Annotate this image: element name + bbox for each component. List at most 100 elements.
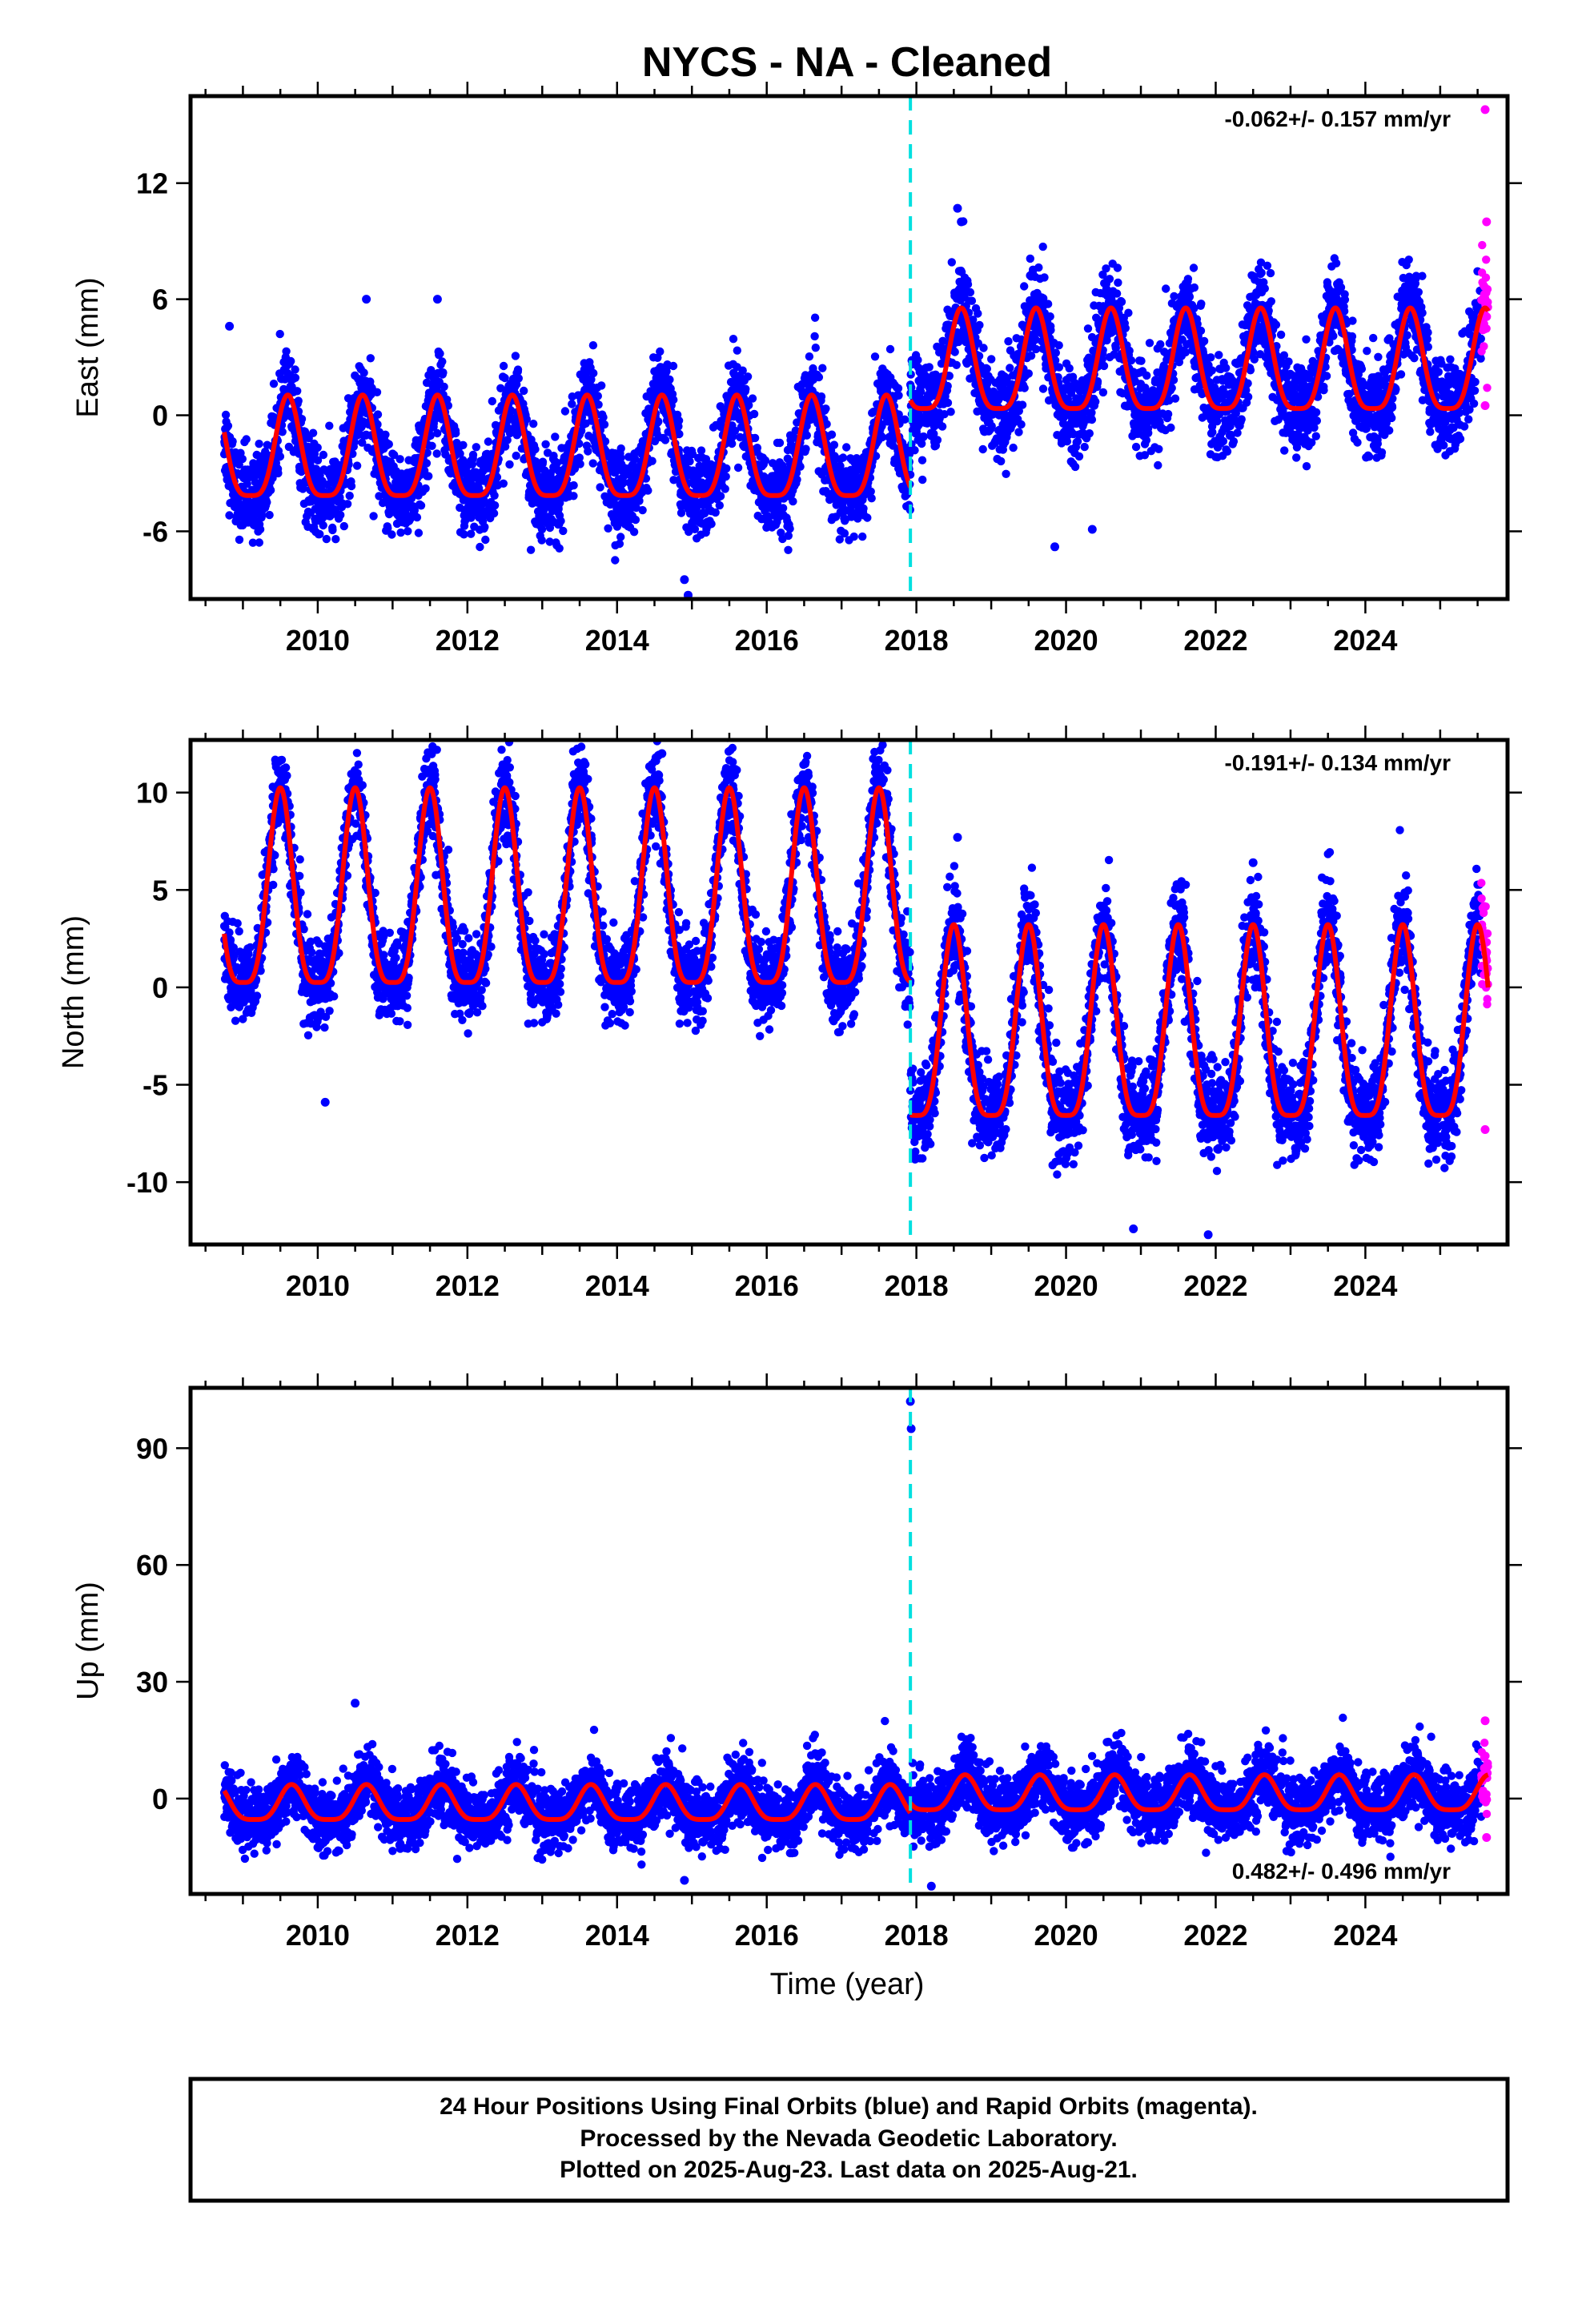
data-point: [656, 347, 665, 356]
data-point: [597, 381, 606, 390]
data-point: [366, 377, 375, 386]
data-point: [433, 428, 442, 438]
data-point: [619, 478, 628, 487]
data-point: [531, 444, 540, 454]
data-point: [499, 361, 508, 371]
data-point: [690, 525, 700, 533]
data-point: [1185, 292, 1195, 301]
data-point: [490, 501, 500, 510]
data-point: [1266, 268, 1275, 278]
data-point: [1243, 392, 1253, 401]
data-point: [526, 545, 536, 554]
data-point: [293, 387, 302, 396]
data-point: [1087, 415, 1097, 424]
data-point: [1002, 469, 1010, 478]
data-point: [978, 444, 987, 454]
data-point: [410, 506, 419, 515]
data-point: [1215, 351, 1223, 360]
data-point: [505, 460, 514, 469]
data-point: [275, 329, 284, 339]
data-point: [414, 529, 424, 537]
data-point: [511, 352, 520, 360]
data-point: [1196, 326, 1206, 336]
data-point: [675, 429, 684, 439]
data-point: [631, 515, 640, 525]
data-point: [938, 422, 947, 431]
data-point: [975, 320, 984, 330]
data-point: [814, 372, 824, 382]
data-point: [248, 538, 258, 547]
data-point: [481, 535, 490, 545]
data-point: [966, 287, 975, 297]
data-point: [1113, 263, 1122, 272]
data-point: [648, 456, 656, 465]
data-point: [761, 456, 770, 465]
data-point: [1020, 384, 1029, 392]
data-point: [552, 458, 562, 468]
data-point: [918, 475, 927, 485]
data-point: [950, 348, 959, 356]
data-point: [1284, 357, 1293, 366]
data-point: [1080, 442, 1089, 452]
data-point: [274, 468, 283, 478]
data-point: [654, 417, 663, 426]
data-point: [802, 431, 811, 440]
x-tick-label: 2010: [286, 624, 350, 657]
data-point: [359, 368, 368, 377]
data-point: [1091, 397, 1100, 406]
data-point: [711, 508, 720, 517]
data-point: [1292, 453, 1301, 462]
data-point: [358, 438, 367, 447]
data-point: [263, 498, 271, 507]
x-tick-label: 2014: [585, 624, 649, 657]
data-point: [538, 457, 548, 466]
data-point: [900, 415, 909, 424]
data-point: [589, 368, 598, 378]
data-point: [456, 449, 464, 458]
data-point: [733, 346, 741, 355]
data-point: [559, 526, 568, 536]
data-point: [1006, 364, 1014, 372]
data-point: [373, 410, 383, 419]
data-point: [345, 491, 354, 501]
data-point: [438, 357, 447, 366]
data-point: [1034, 263, 1043, 272]
data-point: [439, 368, 448, 377]
data-point: [842, 443, 851, 452]
data-point: [257, 511, 267, 520]
data-point: [1114, 278, 1122, 287]
data-point: [1046, 312, 1054, 321]
data-point: [513, 365, 523, 374]
data-point: [1043, 300, 1053, 308]
data-point: [575, 439, 584, 448]
data-point: [383, 524, 392, 533]
data-point: [1219, 436, 1228, 446]
data-point: [1208, 428, 1217, 436]
data-point: [817, 392, 826, 401]
data-point: [611, 556, 620, 565]
data-point: [943, 398, 953, 408]
data-point: [644, 486, 652, 495]
data-point: [331, 535, 340, 544]
data-point: [1070, 462, 1080, 472]
data-point: [1112, 289, 1122, 298]
data-point: [849, 532, 858, 541]
data-point: [1038, 242, 1047, 251]
data-point: [749, 409, 759, 419]
data-point: [967, 296, 977, 305]
data-point: [1156, 340, 1165, 349]
data-point: [255, 525, 265, 534]
data-point: [974, 309, 982, 318]
data-point: [352, 461, 362, 470]
data-point: [1229, 437, 1239, 446]
data-point: [444, 401, 452, 410]
data-point: [1051, 348, 1061, 357]
data-point: [1222, 364, 1231, 372]
data-point: [638, 505, 647, 515]
y-tick-label: 0: [152, 400, 168, 432]
data-point: [490, 491, 499, 500]
data-point: [1223, 447, 1232, 456]
data-point: [987, 355, 996, 364]
